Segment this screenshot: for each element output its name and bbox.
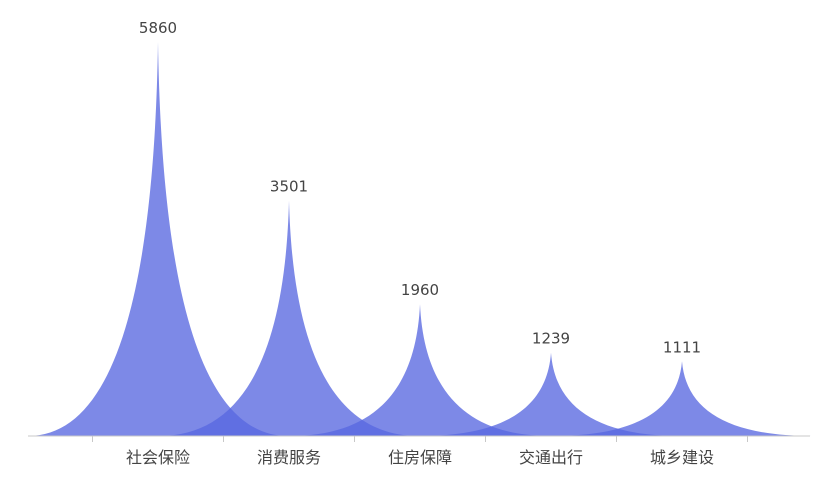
value-label-item-4: 1239 xyxy=(532,330,570,348)
value-label-item-5: 1111 xyxy=(663,338,701,356)
value-labels-layer: 5860 3501 1960 1239 1111 xyxy=(139,19,701,356)
spike-item-4 xyxy=(421,352,681,436)
value-label-item-1: 5860 xyxy=(139,19,177,37)
spike-item-1 xyxy=(28,42,288,436)
spike-item-5 xyxy=(552,361,812,436)
category-labels-layer: 社会保险 消费服务 住房保障 交通出行 城乡建设 xyxy=(126,448,714,467)
value-label-item-3: 1960 xyxy=(401,281,439,299)
category-label-item-1: 社会保险 xyxy=(126,448,190,467)
spike-item-2 xyxy=(159,200,419,436)
peaks-layer xyxy=(28,42,812,436)
category-label-item-5: 城乡建设 xyxy=(650,448,714,467)
category-label-item-2: 消费服务 xyxy=(257,448,321,467)
category-label-item-4: 交通出行 xyxy=(519,448,583,467)
spike-item-3 xyxy=(290,304,550,436)
category-label-item-3: 住房保障 xyxy=(388,448,452,467)
ticks-layer xyxy=(92,436,748,442)
value-label-item-2: 3501 xyxy=(270,178,308,196)
